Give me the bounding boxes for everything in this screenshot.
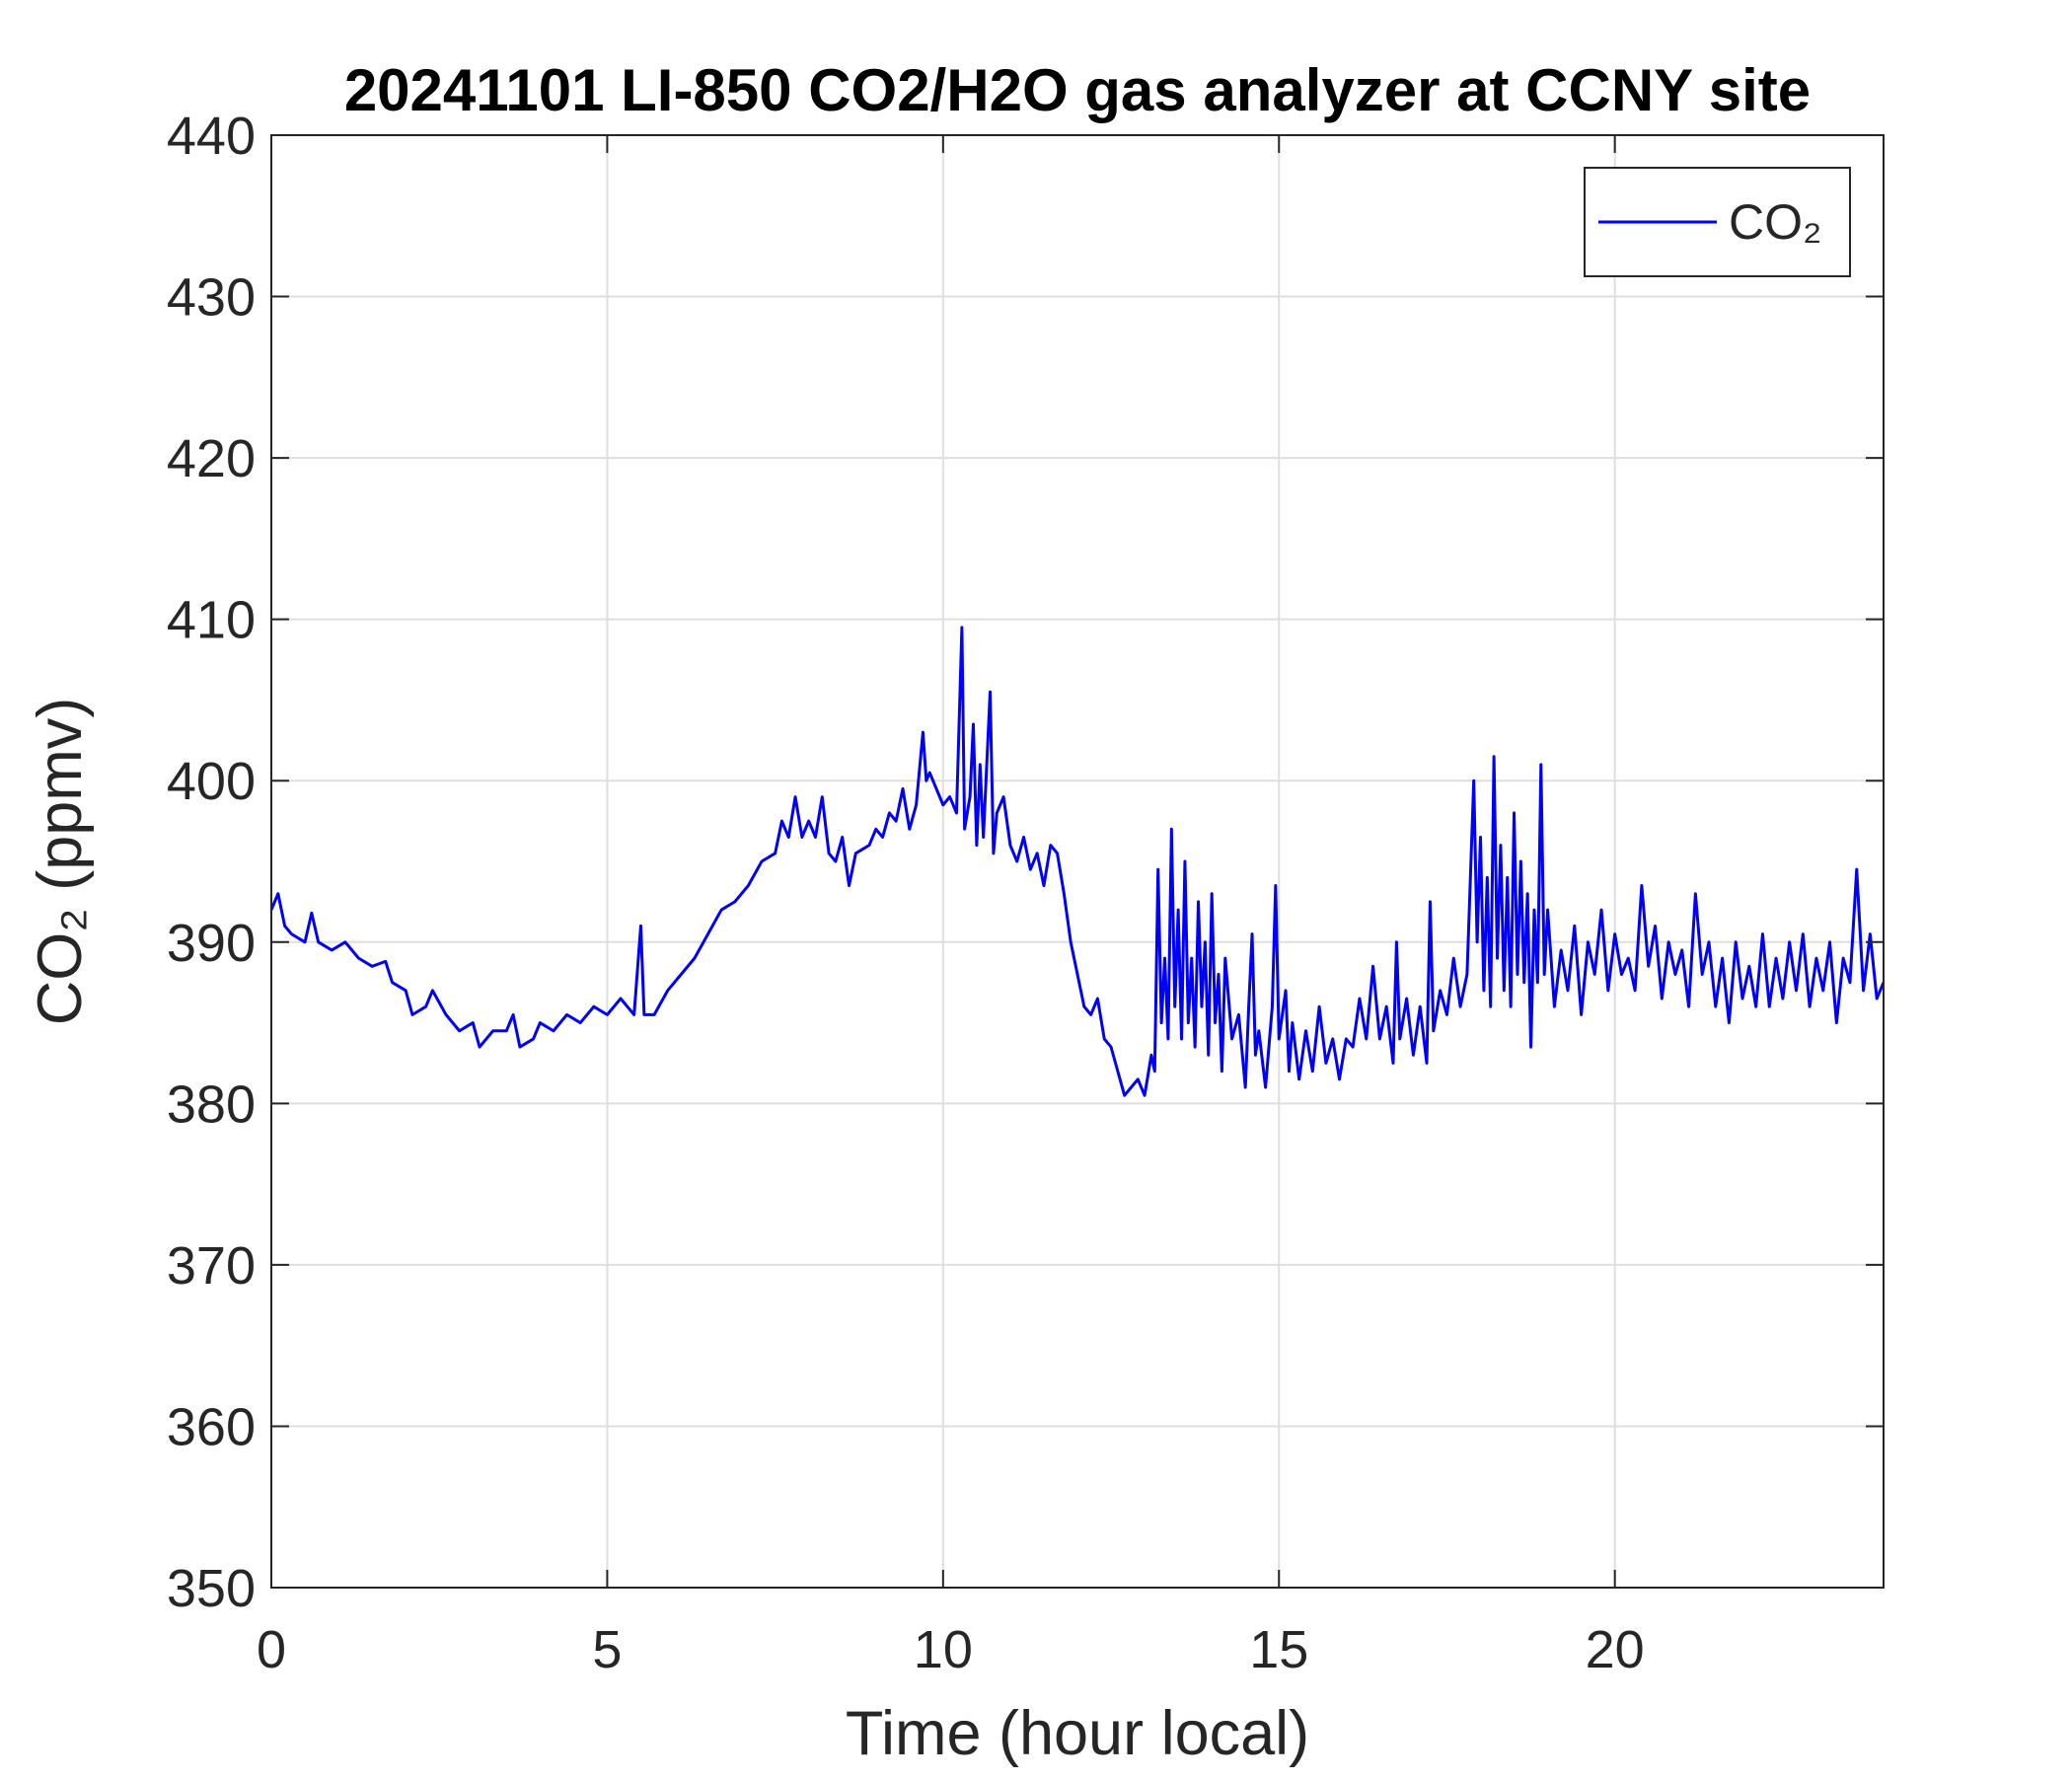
y-tick-label: 430 [167,268,256,328]
chart-title: 20241101 LI-850 CO2/H2O gas analyzer at … [344,57,1811,123]
x-tick-label: 15 [1249,1620,1308,1679]
legend-label: CO₂ [1729,194,1821,250]
y-tick-label: 370 [167,1236,256,1296]
x-tick-label: 20 [1586,1620,1645,1679]
y-tick-label: 400 [167,752,256,811]
y-tick-label: 350 [167,1559,256,1618]
y-axis-label: CO₂ (ppmv) [26,698,95,1025]
legend: CO₂ [1584,167,1851,277]
y-tick-label: 390 [167,914,256,973]
y-tick-label: 410 [167,591,256,650]
x-tick-label: 5 [592,1620,622,1679]
axes-box [270,134,1885,1589]
x-tick-label: 10 [914,1620,973,1679]
y-tick-label: 440 [167,107,256,166]
plot-area [269,626,1886,1097]
y-tick-label: 420 [167,429,256,488]
y-tick-label: 360 [167,1397,256,1456]
y-tick-label: 380 [167,1075,256,1134]
x-tick-label: 0 [257,1620,286,1679]
x-axis-label: Time (hour local) [846,1699,1309,1768]
ticks: 0 5 10 15 20 350 360 370 380 390 400 410 420 430 440 [167,107,1884,1679]
data-line [269,626,1886,1097]
